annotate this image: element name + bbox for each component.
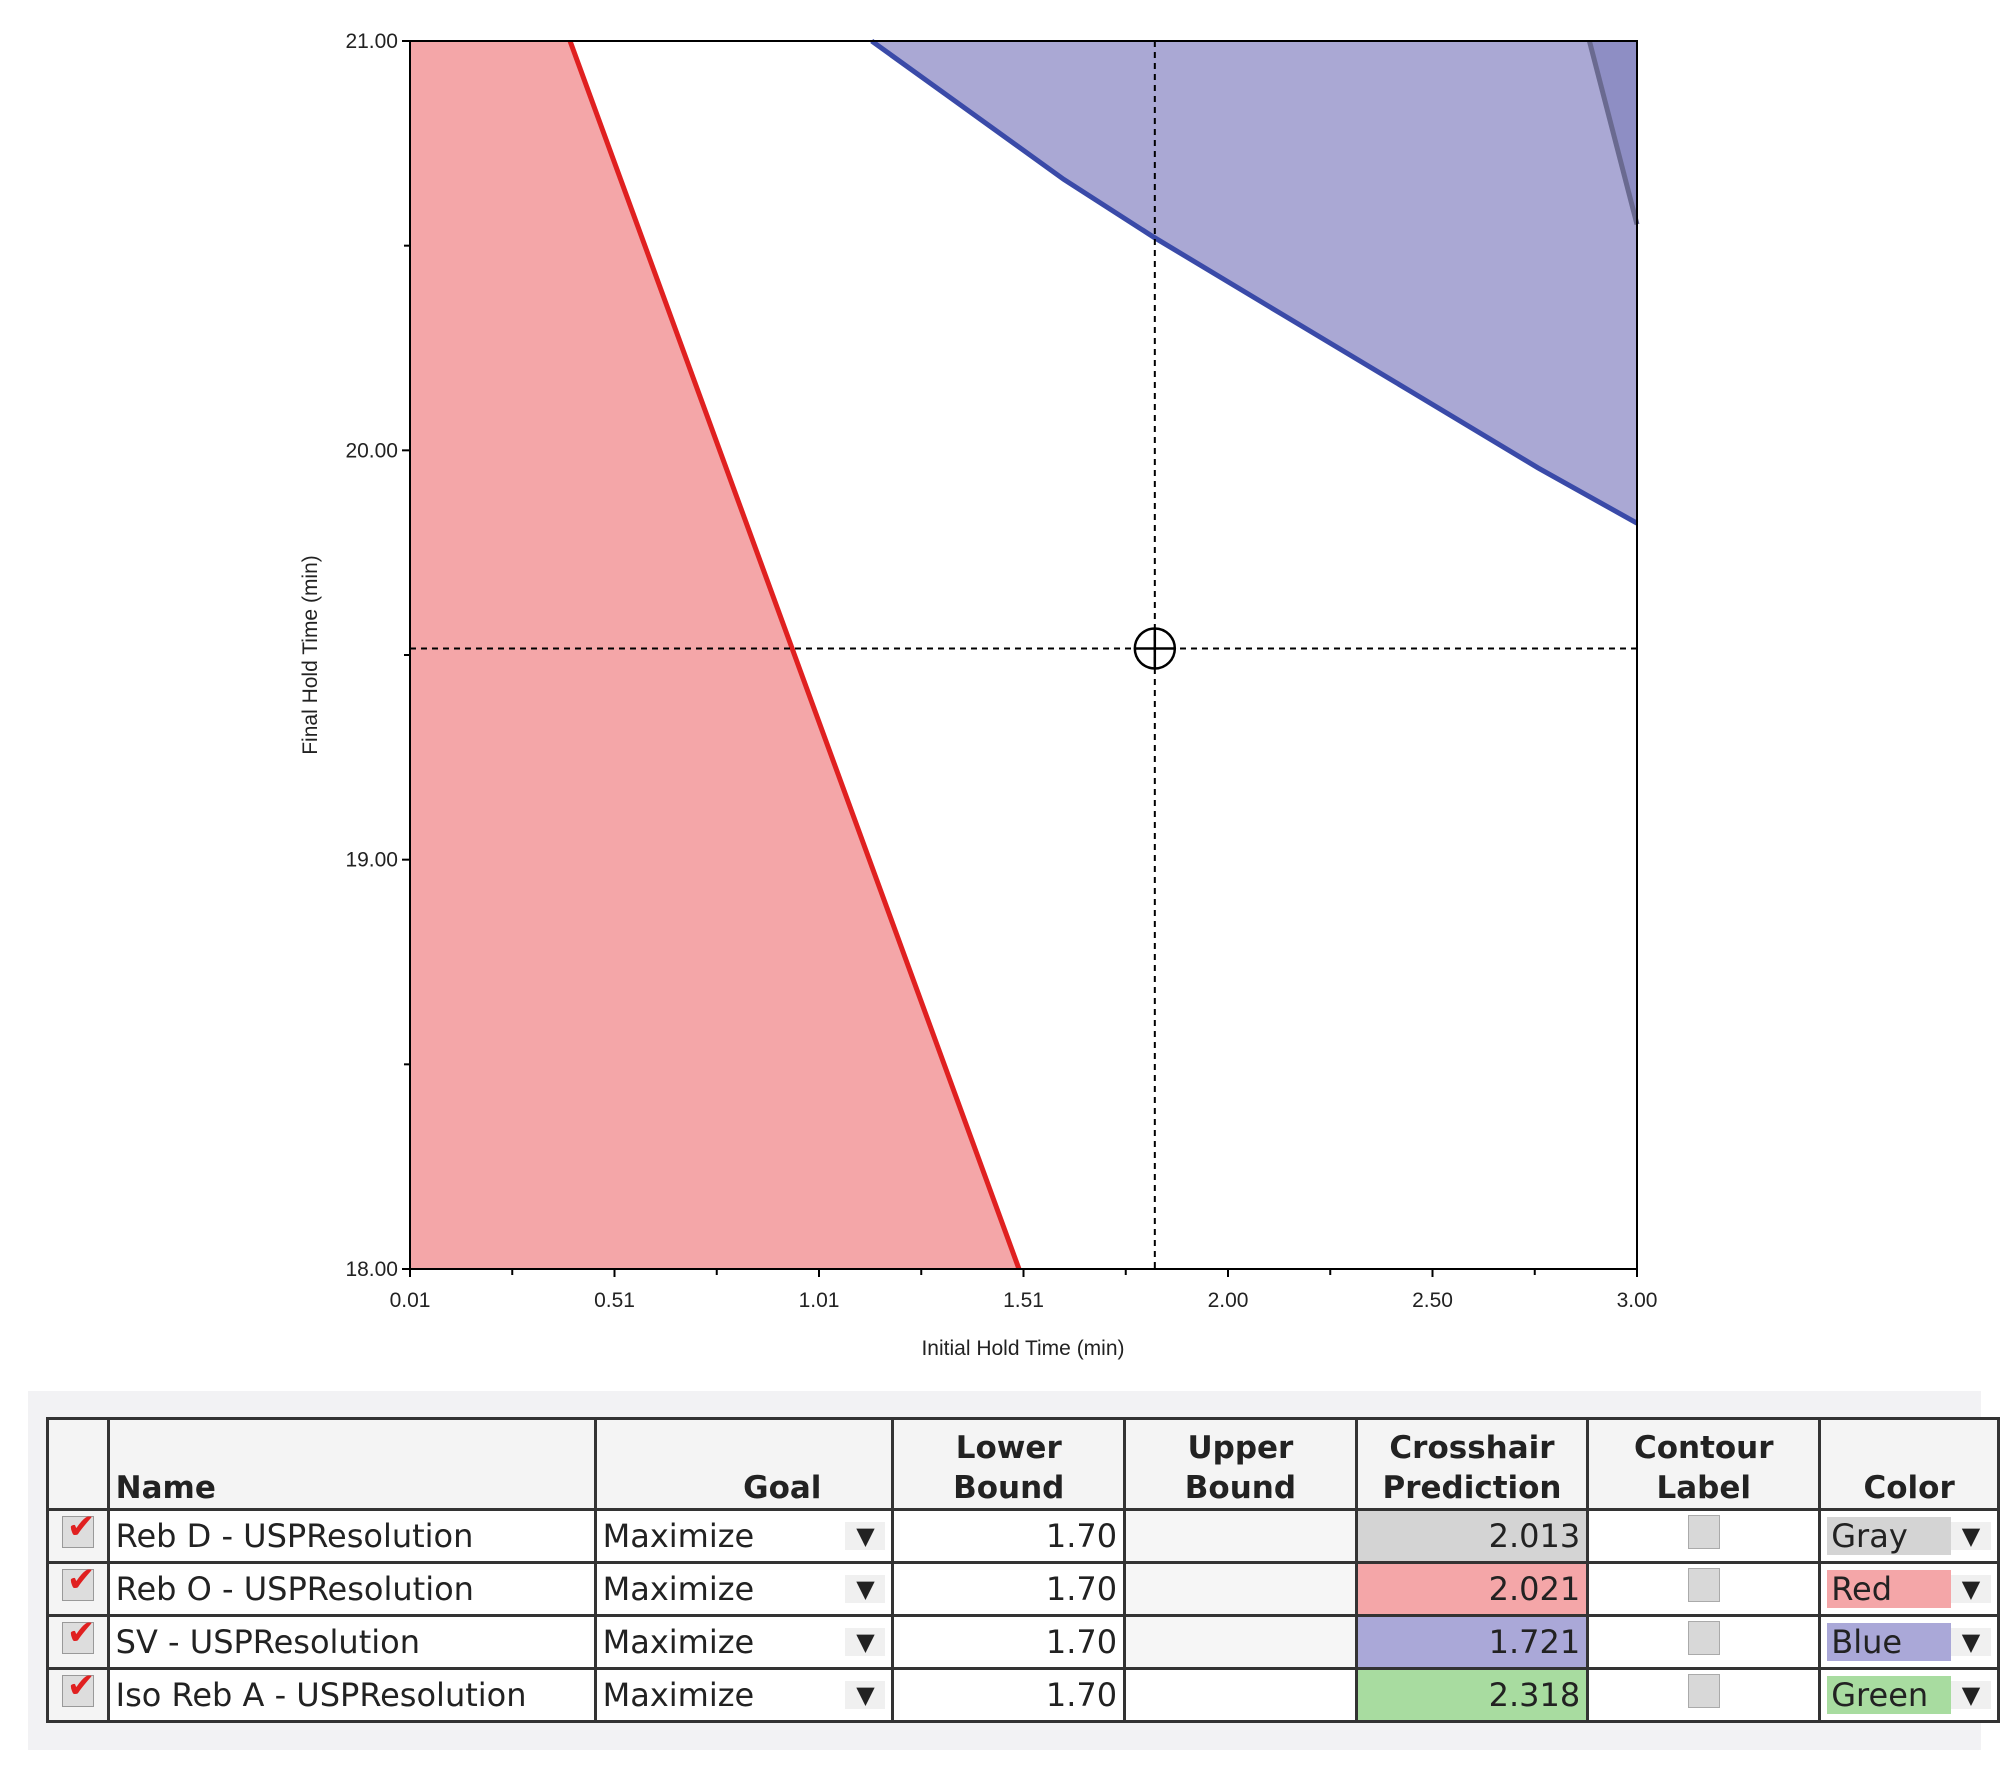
response-name: Reb D - USPResolution: [106, 1508, 597, 1564]
chevron-down-icon[interactable]: ▼: [845, 1522, 886, 1550]
y-axis-label: Final Hold Time (min): [299, 555, 322, 755]
goal-select[interactable]: Maximize ▼: [593, 1614, 895, 1670]
chevron-down-icon[interactable]: ▼: [1951, 1681, 1991, 1709]
chevron-down-icon[interactable]: ▼: [1951, 1628, 1991, 1656]
x-tick-label: 0.01: [390, 1289, 431, 1312]
upper-bound-input[interactable]: [1123, 1614, 1358, 1670]
x-axis-label: Initial Hold Time (min): [921, 1337, 1124, 1360]
y-tick-label: 19.00: [345, 849, 398, 872]
x-tick-label: 1.51: [1003, 1289, 1044, 1312]
lower-bound-input[interactable]: 1.70: [891, 1667, 1127, 1723]
row-checkbox[interactable]: ✔: [46, 1613, 110, 1670]
upper-bound-input[interactable]: [1123, 1667, 1358, 1723]
table-row: ✔ SV - USPResolution Maximize ▼ 1.70 1.72…: [46, 1613, 2000, 1670]
header-color: Color: [1818, 1417, 2000, 1511]
goal-value: Maximize: [602, 1676, 755, 1714]
chevron-down-icon[interactable]: ▼: [845, 1575, 886, 1603]
checkmark-icon: ✔: [61, 1666, 95, 1707]
upper-bound-input[interactable]: [1123, 1561, 1358, 1617]
row-checkbox[interactable]: ✔: [46, 1666, 110, 1723]
goal-value: Maximize: [602, 1517, 755, 1555]
checkmark-icon: ✔: [61, 1507, 95, 1548]
responses-table: Name Goal Lower Bound Upper Bound Crosshai…: [46, 1417, 2000, 1723]
crosshair-prediction: 2.318: [1354, 1667, 1590, 1723]
header-lower-bound: Lower Bound: [891, 1417, 1127, 1511]
x-tick-label: 2.00: [1208, 1289, 1249, 1312]
region-fill-0: [410, 41, 1019, 1269]
contour-label-checkbox[interactable]: [1586, 1508, 1822, 1564]
color-value: Gray: [1827, 1517, 1951, 1555]
header-upper-bound: Upper Bound: [1123, 1417, 1358, 1511]
contour-line-2: [1586, 40, 1640, 226]
upper-bound-input[interactable]: [1123, 1508, 1358, 1564]
goal-select[interactable]: Maximize ▼: [593, 1561, 895, 1617]
chevron-down-icon[interactable]: ▼: [845, 1681, 886, 1709]
chevron-down-icon[interactable]: ▼: [1951, 1575, 1991, 1603]
header-crosshair-prediction: Crosshair Prediction: [1354, 1417, 1590, 1511]
goal-value: Maximize: [602, 1623, 755, 1661]
lower-bound-input[interactable]: 1.70: [891, 1614, 1127, 1670]
color-value: Blue: [1827, 1623, 1951, 1661]
chevron-down-icon[interactable]: ▼: [845, 1628, 886, 1656]
region-fill-1: [871, 41, 1637, 524]
table-row: ✔ Reb O - USPResolution Maximize ▼ 1.70 2…: [46, 1560, 2000, 1617]
table-row: ✔ Iso Reb A - USPResolution Maximize ▼ 1.…: [46, 1666, 2000, 1723]
table-row: ✔ Reb D - USPResolution Maximize ▼ 1.70 2…: [46, 1507, 2000, 1564]
response-name: Reb O - USPResolution: [106, 1561, 597, 1617]
header-contour-label: Contour Label: [1586, 1417, 1822, 1511]
goal-value: Maximize: [602, 1570, 755, 1608]
contour-chart: 0.01 0.51 1.01 1.51 2.00 2.50 3.00 18.00 19.00 20…: [299, 30, 1658, 1360]
response-name: SV - USPResolution: [106, 1614, 597, 1670]
lower-bound-input[interactable]: 1.70: [891, 1508, 1127, 1564]
x-tick-label: 3.00: [1617, 1289, 1658, 1312]
contour-line-0: [567, 40, 1022, 1270]
color-value: Red: [1827, 1570, 1951, 1608]
row-checkbox[interactable]: ✔: [46, 1507, 110, 1564]
y-tick-label: 18.00: [345, 1258, 398, 1281]
header-name: Name: [106, 1417, 597, 1511]
header-check: [46, 1417, 110, 1511]
color-select[interactable]: Green ▼: [1818, 1667, 2000, 1723]
y-tick-label: 21.00: [345, 30, 398, 53]
color-select[interactable]: Blue ▼: [1818, 1614, 2000, 1670]
color-select[interactable]: Gray ▼: [1818, 1508, 2000, 1564]
contour-line-1: [870, 38, 1639, 526]
crosshair-prediction: 1.721: [1354, 1614, 1590, 1670]
x-tick-label: 0.51: [594, 1289, 635, 1312]
contour-label-checkbox[interactable]: [1586, 1561, 1822, 1617]
color-value: Green: [1827, 1676, 1951, 1714]
y-tick-label: 20.00: [345, 439, 398, 462]
crosshair-prediction: 2.013: [1354, 1508, 1590, 1564]
x-tick-label: 2.50: [1412, 1289, 1453, 1312]
checkmark-icon: ✔: [61, 1560, 95, 1601]
checkmark-icon: ✔: [61, 1613, 95, 1654]
color-select[interactable]: Red ▼: [1818, 1561, 2000, 1617]
row-checkbox[interactable]: ✔: [46, 1560, 110, 1617]
contour-label-checkbox[interactable]: [1586, 1614, 1822, 1670]
header-goal: Goal: [593, 1417, 895, 1511]
contour-label-checkbox[interactable]: [1586, 1667, 1822, 1723]
chevron-down-icon[interactable]: ▼: [1951, 1522, 1991, 1550]
crosshair-prediction: 2.021: [1354, 1561, 1590, 1617]
lower-bound-input[interactable]: 1.70: [891, 1561, 1127, 1617]
response-name: Iso Reb A - USPResolution: [106, 1667, 597, 1723]
goal-select[interactable]: Maximize ▼: [593, 1508, 895, 1564]
goal-select[interactable]: Maximize ▼: [593, 1667, 895, 1723]
x-tick-label: 1.01: [799, 1289, 840, 1312]
table-header: Name Goal Lower Bound Upper Bound Crosshai…: [46, 1417, 2000, 1511]
